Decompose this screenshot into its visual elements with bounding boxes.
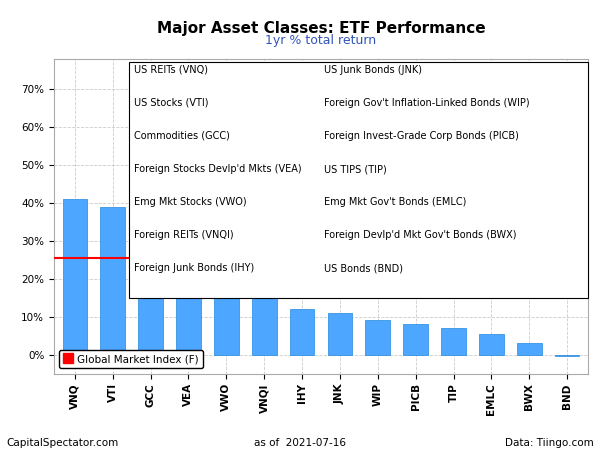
Text: CapitalSpectator.com: CapitalSpectator.com [6,438,118,448]
Text: as of  2021-07-16: as of 2021-07-16 [254,438,346,448]
Bar [517,343,542,355]
Text: US TIPS (TIP): US TIPS (TIP) [323,164,386,174]
Text: Foreign Devlp'd Mkt Gov't Bonds (BWX): Foreign Devlp'd Mkt Gov't Bonds (BWX) [323,230,516,240]
Text: Data: Tiingo.com: Data: Tiingo.com [505,438,594,448]
Bar [479,333,504,355]
Bar [403,324,428,355]
Bar [214,246,239,355]
Text: Foreign REITs (VNQI): Foreign REITs (VNQI) [134,230,234,240]
Text: Foreign Junk Bonds (IHY): Foreign Junk Bonds (IHY) [134,263,254,273]
Bar [328,313,352,355]
Text: Foreign Invest-Grade Corp Bonds (PICB): Foreign Invest-Grade Corp Bonds (PICB) [323,131,518,141]
Text: 1yr % total return: 1yr % total return [265,34,377,47]
Bar [555,355,580,356]
Text: US Junk Bonds (JNK): US Junk Bonds (JNK) [323,65,422,75]
Title: Major Asset Classes: ETF Performance: Major Asset Classes: ETF Performance [157,22,485,36]
Text: Emg Mkt Stocks (VWO): Emg Mkt Stocks (VWO) [134,197,247,207]
Text: Foreign Gov't Inflation-Linked Bonds (WIP): Foreign Gov't Inflation-Linked Bonds (WI… [323,98,529,108]
Bar [441,328,466,355]
Bar [176,237,201,355]
Text: US Bonds (BND): US Bonds (BND) [323,263,403,273]
FancyBboxPatch shape [129,62,588,298]
Bar [100,207,125,355]
Bar [365,320,390,355]
Bar [252,261,277,355]
Text: Emg Mkt Gov't Bonds (EMLC): Emg Mkt Gov't Bonds (EMLC) [323,197,466,207]
Bar [62,199,87,355]
Text: US Stocks (VTI): US Stocks (VTI) [134,98,209,108]
Legend: Global Market Index (F): Global Market Index (F) [59,350,203,368]
Text: Commodities (GCC): Commodities (GCC) [134,131,230,141]
Bar [290,309,314,355]
Text: Foreign Stocks Devlp'd Mkts (VEA): Foreign Stocks Devlp'd Mkts (VEA) [134,164,302,174]
Text: US REITs (VNQ): US REITs (VNQ) [134,65,208,75]
Bar [138,210,163,355]
